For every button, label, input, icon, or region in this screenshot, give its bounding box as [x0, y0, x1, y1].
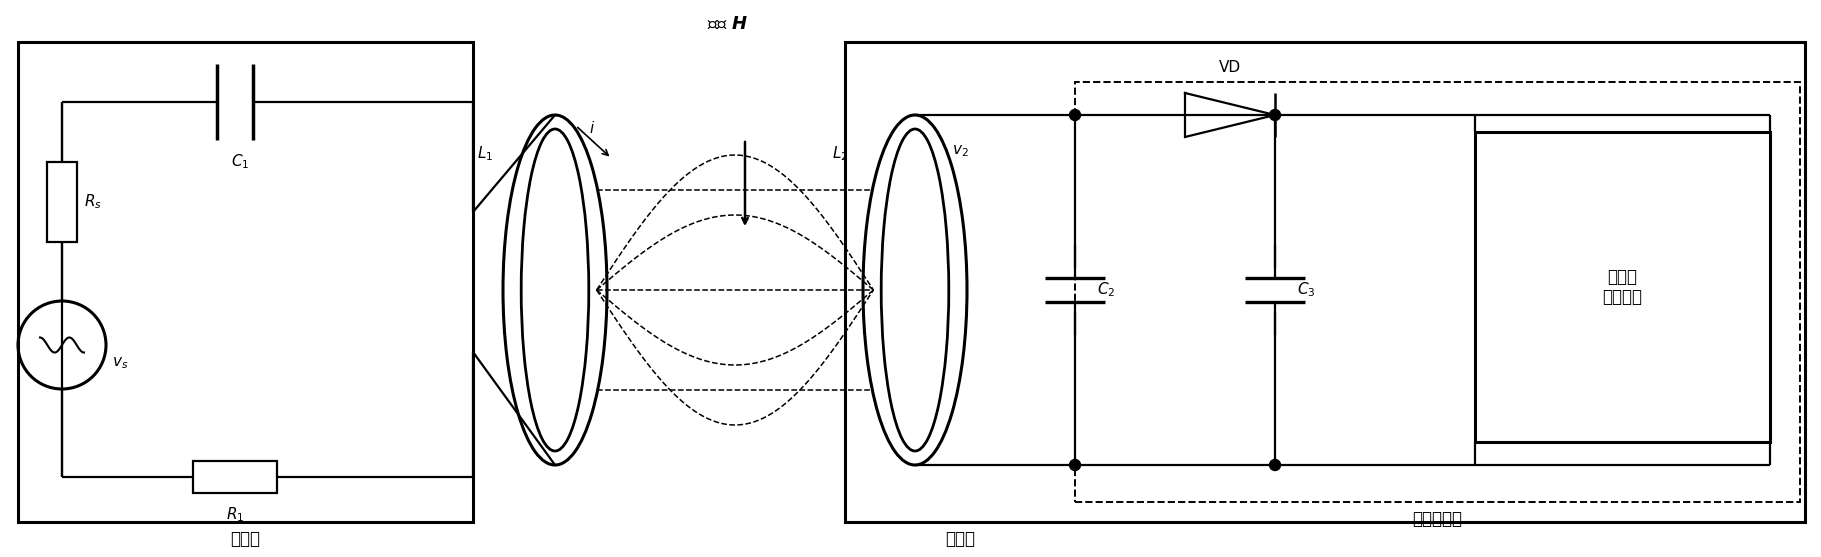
Circle shape [1069, 110, 1080, 120]
Circle shape [1269, 460, 1280, 471]
Text: $v_2$: $v_2$ [952, 143, 969, 159]
Text: $C_2$: $C_2$ [1096, 281, 1114, 299]
Circle shape [1069, 460, 1080, 471]
Bar [845, 42, 1805, 522]
Text: 阅读器: 阅读器 [231, 530, 260, 548]
Text: 应答器: 应答器 [945, 530, 974, 548]
Bar [1074, 82, 1799, 502]
Text: $v_s$: $v_s$ [113, 355, 127, 371]
Bar [18, 42, 473, 522]
Text: $R_s$: $R_s$ [84, 193, 102, 211]
Text: 应答器芯片: 应答器芯片 [1413, 510, 1462, 528]
Text: $R_1$: $R_1$ [226, 505, 244, 524]
Text: $L_2$: $L_2$ [832, 144, 849, 163]
Text: $C_1$: $C_1$ [231, 152, 249, 170]
Bar [193, 461, 277, 493]
Text: 磁场 $\bfit{H}$: 磁场 $\bfit{H}$ [707, 15, 747, 33]
Text: 存储与
控制电路: 存储与 控制电路 [1602, 267, 1643, 306]
Bar [1475, 132, 1770, 442]
Bar [47, 162, 76, 242]
Text: $L_1$: $L_1$ [477, 144, 493, 163]
Text: VD: VD [1218, 60, 1242, 75]
Circle shape [1269, 110, 1280, 120]
Text: $C_3$: $C_3$ [1297, 281, 1315, 299]
Text: $i$: $i$ [588, 120, 595, 135]
